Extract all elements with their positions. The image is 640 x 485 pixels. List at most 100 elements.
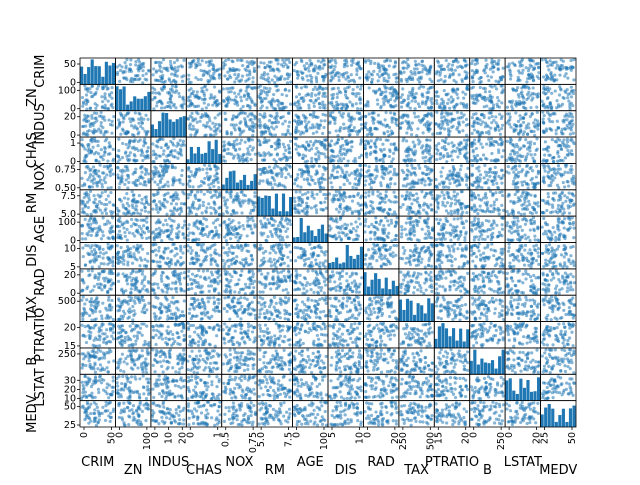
scatter-point — [444, 177, 449, 181]
scatter-point — [229, 75, 233, 80]
scatter-point — [380, 73, 384, 77]
scatter-point — [165, 158, 170, 162]
scatter-point — [217, 185, 221, 190]
scatter-point — [85, 153, 89, 157]
scatter-point — [405, 168, 410, 172]
scatter-point — [372, 121, 376, 125]
scatter-point — [84, 124, 88, 128]
scatter-point — [91, 174, 95, 178]
hist-bar — [133, 96, 137, 111]
scatter-point — [298, 145, 302, 149]
scatter-point — [358, 87, 363, 91]
scatter-point — [543, 140, 548, 144]
scatter-point — [558, 138, 562, 142]
scatter-point — [287, 89, 291, 93]
scatter-point — [429, 203, 433, 207]
scatter-point — [88, 122, 92, 126]
scatter-point — [387, 76, 391, 80]
scatter-point — [459, 207, 464, 211]
scatter-point — [141, 158, 145, 163]
scatter-point — [549, 71, 553, 75]
scatter-point — [339, 159, 344, 163]
scatter-point — [108, 200, 112, 204]
scatter-point — [442, 89, 446, 93]
scatter-point — [367, 70, 371, 74]
scatter-point — [252, 85, 256, 90]
scatter-point — [174, 89, 179, 93]
scatter-point — [241, 158, 245, 162]
scatter-point — [430, 85, 435, 89]
scatter-point — [186, 196, 190, 200]
scatter-point — [556, 159, 560, 163]
scatter-point — [506, 212, 511, 216]
scatter-point — [142, 183, 146, 187]
hist-bar — [204, 152, 208, 164]
scatter-point — [381, 97, 385, 101]
scatter-point — [180, 144, 184, 148]
scatter-point — [111, 172, 115, 176]
scatter-point — [510, 104, 514, 109]
scatter-point — [285, 156, 290, 160]
scatter-point — [498, 112, 502, 116]
scatter-point — [349, 73, 353, 77]
scatter-point — [417, 163, 421, 167]
scatter-point — [89, 90, 93, 95]
scatter-point — [253, 191, 257, 195]
scatter-point — [565, 163, 569, 167]
scatter-point — [247, 76, 251, 81]
scatter-point — [464, 92, 468, 96]
scatter-point — [517, 197, 521, 202]
scatter-point — [562, 96, 566, 101]
scatter-point — [542, 129, 546, 134]
scatter-point — [417, 62, 421, 66]
scatter-point — [289, 174, 293, 179]
scatter-point — [98, 208, 102, 212]
scatter-point — [364, 103, 368, 107]
scatter-point — [154, 156, 158, 160]
scatter-point — [126, 157, 130, 161]
scatter-point — [568, 132, 573, 136]
scatter-point — [529, 153, 533, 157]
scatter-point — [363, 195, 368, 199]
scatter-point — [188, 209, 192, 213]
scatter-point — [495, 181, 499, 185]
scatter-point — [550, 63, 554, 67]
scatter-point — [518, 114, 522, 118]
scatter-point — [408, 106, 412, 110]
scatter-point — [443, 79, 447, 83]
scatter-point — [443, 74, 447, 78]
scatter-point — [263, 158, 267, 162]
scatter-point — [424, 102, 428, 106]
scatter-point — [191, 124, 195, 128]
scatter-point — [90, 137, 94, 142]
scatter-point — [493, 165, 497, 169]
scatter-point — [484, 58, 488, 62]
scatter-point — [245, 60, 249, 64]
scatter-point — [400, 61, 405, 65]
scatter-point — [521, 120, 526, 124]
scatter-point — [416, 138, 420, 142]
scatter-point — [405, 173, 410, 177]
hist-bar — [211, 149, 215, 164]
scatter-point — [543, 169, 547, 173]
scatter-point — [417, 104, 422, 109]
scatter-point — [542, 181, 547, 185]
scatter-point — [442, 104, 446, 108]
scatter-point — [129, 58, 133, 62]
scatter-point — [297, 102, 301, 107]
scatter-point — [170, 149, 174, 153]
hist-bar — [147, 91, 151, 111]
scatter-point — [547, 145, 551, 150]
scatter-point — [297, 168, 302, 172]
scatter-point — [280, 174, 284, 178]
scatter-point — [80, 176, 84, 180]
scatter-point — [449, 204, 453, 208]
scatter-point — [102, 178, 106, 182]
hist-bar — [239, 180, 243, 190]
scatter-point — [248, 211, 252, 215]
scatter-point — [123, 70, 127, 74]
scatter-point — [473, 196, 477, 200]
scatter-point — [378, 69, 382, 73]
scatter-point — [263, 137, 267, 141]
scatter-point — [315, 80, 319, 84]
